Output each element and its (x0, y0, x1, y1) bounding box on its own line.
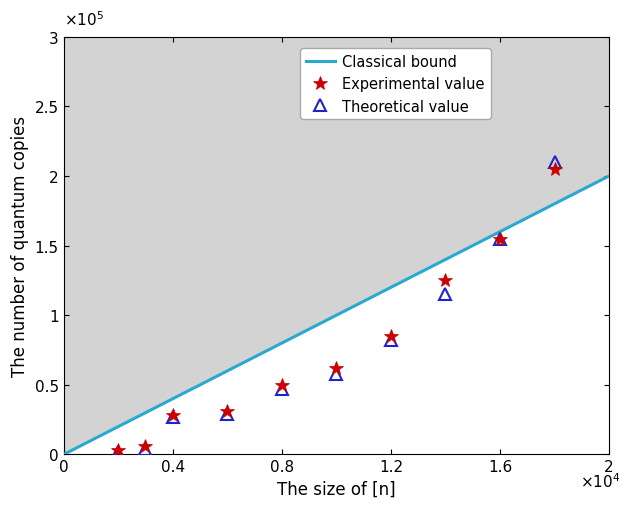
Experimental value (387, 333, 395, 340)
Theoretical value (142, 446, 149, 452)
Experimental value (115, 447, 122, 453)
Theoretical value (278, 386, 285, 392)
Theoretical value (169, 414, 176, 420)
Experimental value (442, 278, 449, 284)
Experimental value (142, 443, 149, 449)
Theoretical value (224, 411, 231, 417)
Experimental value (551, 166, 558, 173)
Theoretical value (387, 337, 395, 344)
Experimental value (496, 236, 504, 242)
Experimental value (278, 382, 285, 388)
Legend: Classical bound, Experimental value, Theoretical value: Classical bound, Experimental value, The… (300, 49, 491, 120)
X-axis label: The size of [n]: The size of [n] (277, 480, 396, 498)
Theoretical value (551, 160, 558, 166)
Line: Experimental value: Experimental value (112, 163, 561, 457)
Theoretical value (442, 292, 449, 298)
Experimental value (169, 413, 176, 419)
Theoretical value (333, 371, 340, 377)
Experimental value (333, 365, 340, 372)
Text: $\times 10^5$: $\times 10^5$ (64, 11, 104, 29)
Y-axis label: The number of quantum copies: The number of quantum copies (11, 116, 29, 376)
Text: $\times 10^4$: $\times 10^4$ (580, 471, 620, 490)
Theoretical value (115, 449, 122, 455)
Line: Theoretical value: Theoretical value (113, 157, 560, 458)
Theoretical value (496, 236, 504, 242)
Experimental value (224, 408, 231, 414)
